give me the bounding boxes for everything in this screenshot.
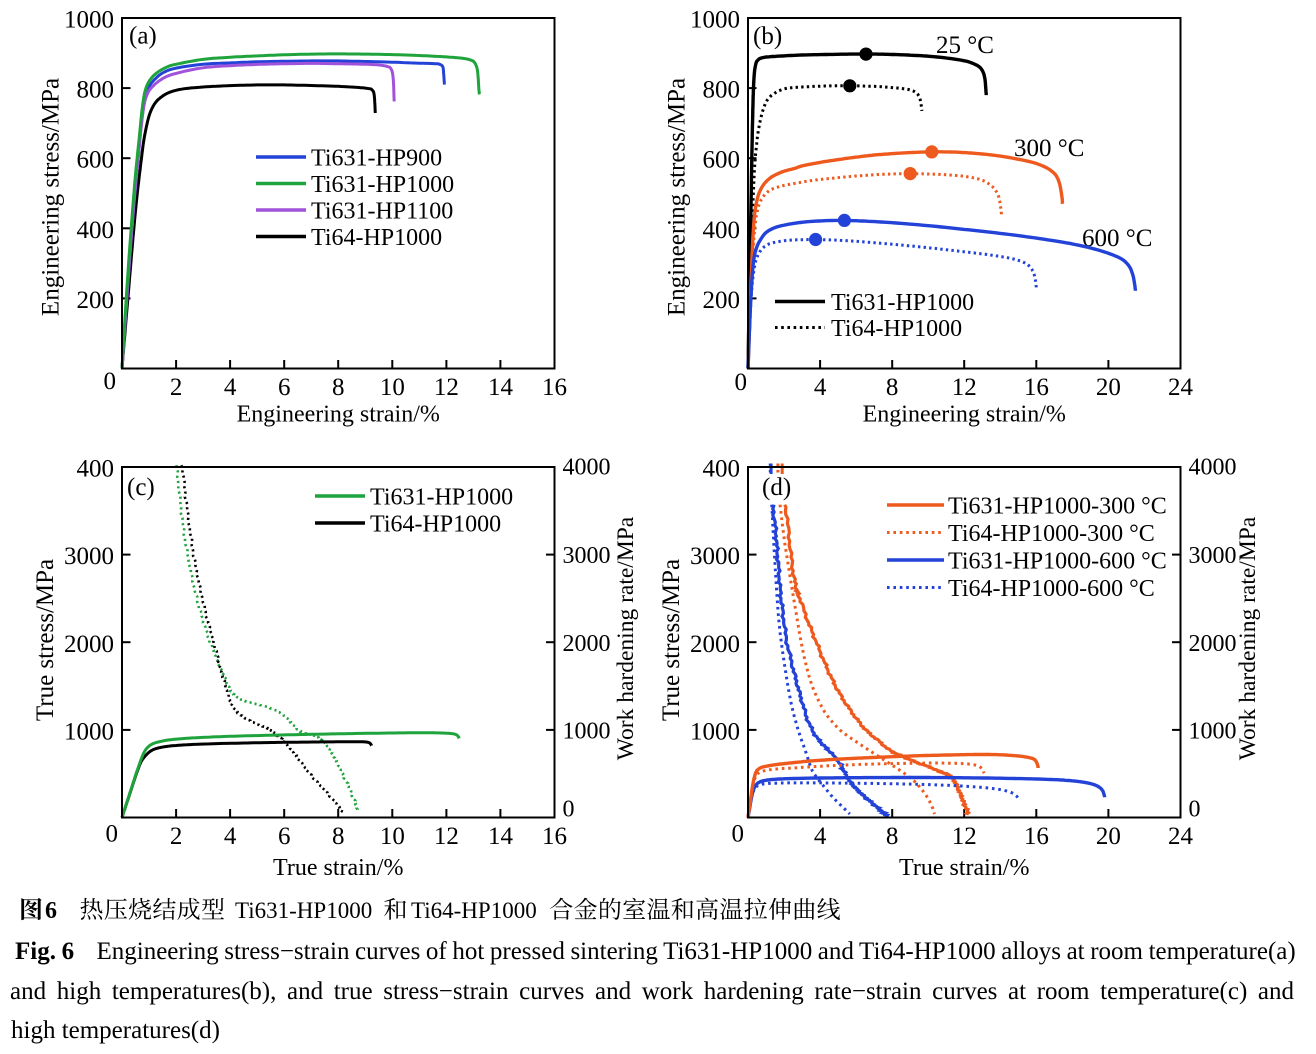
svg-text:2000: 2000	[1189, 631, 1237, 657]
svg-text:Ti631-HP900: Ti631-HP900	[311, 146, 442, 172]
svg-text:Ti631-HP1000: Ti631-HP1000	[370, 485, 513, 511]
svg-text:Engineering strain/%: Engineering strain/%	[863, 402, 1066, 428]
svg-text:200: 200	[703, 287, 741, 314]
svg-text:6: 6	[278, 374, 291, 401]
svg-text:14: 14	[488, 374, 514, 401]
svg-text:3000: 3000	[690, 543, 740, 570]
svg-text:1000: 1000	[64, 7, 114, 34]
svg-text:4: 4	[224, 823, 237, 850]
svg-text:0: 0	[106, 821, 119, 848]
svg-text:800: 800	[703, 77, 741, 104]
svg-text:12: 12	[952, 823, 977, 850]
svg-text:True stress/MPa: True stress/MPa	[658, 559, 685, 721]
svg-text:0: 0	[563, 797, 575, 823]
svg-text:Ti631-HP1000-600 °C: Ti631-HP1000-600 °C	[948, 549, 1167, 575]
svg-text:Engineering stress/MPa: Engineering stress/MPa	[664, 78, 691, 316]
svg-text:True strain/%: True strain/%	[899, 855, 1029, 881]
svg-text:16: 16	[542, 823, 567, 850]
svg-text:2: 2	[170, 823, 183, 850]
svg-text:24: 24	[1168, 374, 1194, 401]
svg-text:Engineering stress/MPa: Engineering stress/MPa	[38, 78, 65, 316]
svg-text:Ti64-HP1000: Ti64-HP1000	[370, 512, 501, 538]
svg-text:4000: 4000	[563, 455, 611, 481]
svg-text:2000: 2000	[563, 631, 611, 657]
svg-text:14: 14	[488, 823, 514, 850]
svg-text:12: 12	[434, 823, 459, 850]
svg-text:Ti64-HP1000-600 °C: Ti64-HP1000-600 °C	[948, 576, 1155, 602]
svg-text:3000: 3000	[1189, 543, 1237, 569]
svg-text:Ti64-HP1000: Ti64-HP1000	[311, 225, 442, 251]
svg-text:24: 24	[1168, 823, 1194, 850]
svg-text:(d): (d)	[762, 474, 791, 501]
svg-text:(a): (a)	[129, 23, 157, 50]
svg-text:Ti64-HP1000-300 °C: Ti64-HP1000-300 °C	[948, 521, 1155, 547]
svg-text:12: 12	[434, 374, 459, 401]
svg-text:Ti64-HP1000: Ti64-HP1000	[411, 898, 537, 923]
svg-text:12: 12	[952, 374, 977, 401]
svg-text:20: 20	[1096, 374, 1121, 401]
svg-text:(b): (b)	[753, 23, 782, 50]
svg-text:25 °C: 25 °C	[936, 32, 994, 59]
svg-text:2: 2	[170, 374, 183, 401]
svg-text:Ti64-HP1000: Ti64-HP1000	[831, 316, 962, 342]
svg-text:3000: 3000	[563, 543, 611, 569]
svg-text:Ti631-HP1000: Ti631-HP1000	[235, 898, 372, 923]
svg-text:400: 400	[77, 217, 115, 244]
svg-text:1000: 1000	[64, 718, 114, 745]
svg-text:16: 16	[1024, 823, 1049, 850]
svg-text:600: 600	[77, 147, 115, 174]
svg-text:Engineering strain/%: Engineering strain/%	[237, 402, 440, 428]
svg-text:Ti631-HP1100: Ti631-HP1100	[311, 199, 453, 225]
svg-text:20: 20	[1096, 823, 1121, 850]
svg-text:0: 0	[104, 368, 117, 395]
svg-text:1000: 1000	[690, 7, 740, 34]
svg-text:Work hardening rate/MPa: Work hardening rate/MPa	[1235, 516, 1261, 760]
svg-text:800: 800	[77, 77, 115, 104]
svg-text:Work hardening rate/MPa: Work hardening rate/MPa	[613, 516, 639, 760]
svg-text:(c): (c)	[127, 474, 155, 501]
svg-text:16: 16	[542, 374, 567, 401]
svg-text:Ti631-HP1000: Ti631-HP1000	[311, 172, 454, 198]
svg-text:2000: 2000	[64, 631, 114, 658]
svg-text:6: 6	[278, 823, 291, 850]
svg-text:600: 600	[703, 147, 741, 174]
svg-text:16: 16	[1024, 374, 1049, 401]
svg-text:4: 4	[814, 823, 827, 850]
svg-text:10: 10	[380, 374, 405, 401]
svg-text:8: 8	[332, 823, 345, 850]
svg-text:1000: 1000	[690, 718, 740, 745]
svg-text:8: 8	[332, 374, 345, 401]
svg-text:1000: 1000	[563, 718, 611, 744]
svg-text:True strain/%: True strain/%	[273, 855, 403, 881]
svg-text:Ti631-HP1000-300 °C: Ti631-HP1000-300 °C	[948, 494, 1167, 520]
svg-text:400: 400	[703, 217, 741, 244]
svg-text:400: 400	[77, 456, 115, 483]
svg-text:300 °C: 300 °C	[1014, 135, 1084, 162]
svg-text:1000: 1000	[1189, 718, 1237, 744]
svg-text:10: 10	[380, 823, 405, 850]
svg-text:4: 4	[224, 374, 237, 401]
svg-text:Ti631-HP1000: Ti631-HP1000	[831, 290, 974, 316]
svg-text:8: 8	[886, 374, 899, 401]
svg-text:0: 0	[735, 369, 748, 396]
svg-text:0: 0	[732, 821, 745, 848]
svg-text:2000: 2000	[690, 631, 740, 658]
svg-text:True stress/MPa: True stress/MPa	[32, 559, 59, 721]
svg-text:3000: 3000	[64, 543, 114, 570]
svg-text:400: 400	[703, 456, 741, 483]
svg-text:4: 4	[814, 374, 827, 401]
svg-text:6: 6	[45, 898, 57, 924]
svg-text:4000: 4000	[1189, 455, 1237, 481]
svg-text:8: 8	[886, 823, 899, 850]
svg-text:200: 200	[77, 287, 115, 314]
svg-text:0: 0	[1189, 797, 1201, 823]
